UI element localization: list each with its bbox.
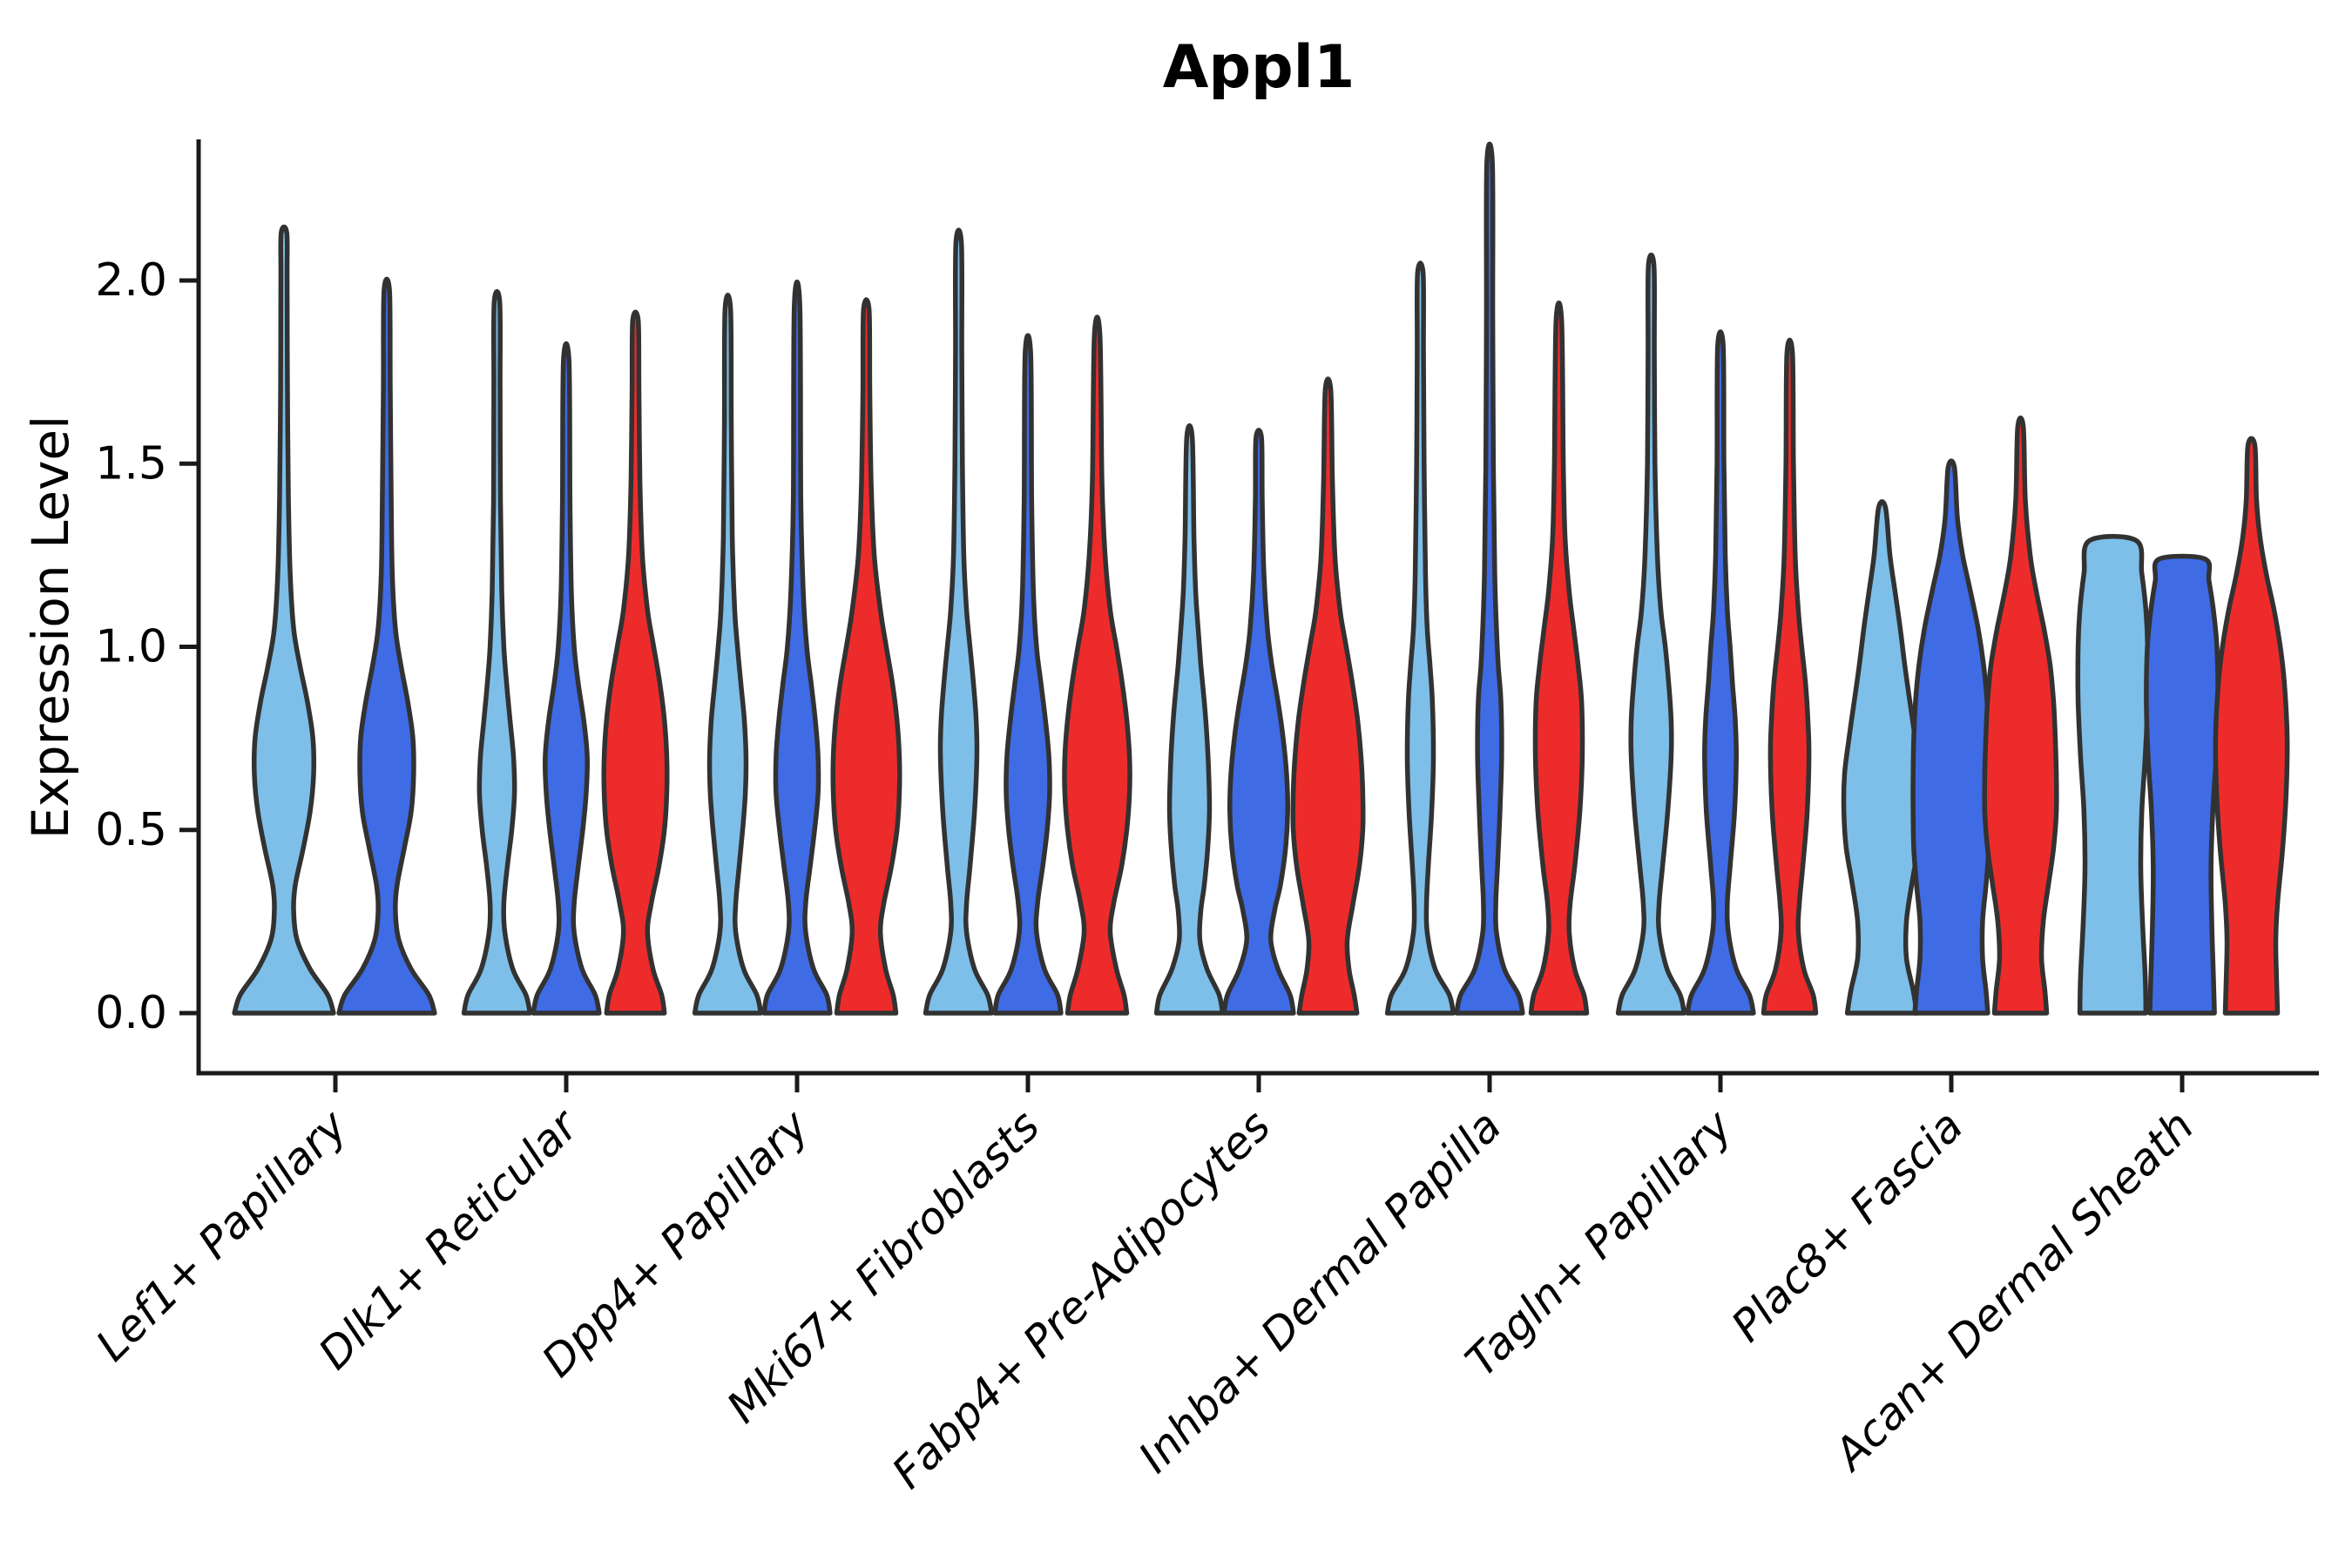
violin-tagln-papillary-red: [1761, 337, 1819, 1016]
y-tick-label: 0.0: [95, 987, 167, 1039]
violin-mki67-fibroblasts-red: [1062, 314, 1132, 1016]
violin-lef1-papillary-light_blue: [232, 224, 336, 1016]
violin-tagln-papillary-dark_blue: [1685, 329, 1756, 1016]
x-tick-label: Plac8+ Fascia: [1722, 1100, 1973, 1351]
y-axis-label: Expression Level: [21, 416, 80, 839]
violin-fabp4-pre-adipocytes-dark_blue: [1221, 428, 1296, 1016]
violin-inhba-dermal-papilla-dark_blue: [1454, 141, 1525, 1016]
violin-lef1-papillary-dark_blue: [336, 276, 437, 1016]
axes-layer: [179, 139, 2319, 1092]
violin-dpp4-papillary-red: [830, 297, 902, 1016]
violin-plac8-fascia-dark_blue: [1910, 458, 1992, 1016]
violin-mki67-fibroblasts-dark_blue: [992, 333, 1064, 1016]
violin-plac8-fascia-red: [1982, 415, 2059, 1016]
y-tick-label: 0.5: [95, 804, 167, 856]
violin-inhba-dermal-papilla-light_blue: [1384, 260, 1456, 1016]
y-tick-label: 1.0: [95, 621, 167, 673]
y-tick-label: 1.5: [95, 437, 167, 490]
violin-acan-dermal-sheath-dark_blue: [2144, 553, 2220, 1016]
violin-acan-dermal-sheath-red: [2213, 436, 2290, 1016]
y-tick-label: 2.0: [95, 254, 167, 307]
x-tick-label: Fabp4+ Pre-Adipocytes: [882, 1100, 1281, 1498]
violin-dlk1-reticular-dark_blue: [531, 341, 602, 1016]
x-tick-label: Lef1+ Papillary: [86, 1099, 357, 1370]
violin-dlk1-reticular-light_blue: [461, 288, 533, 1016]
violin-plac8-fascia-light_blue: [1841, 499, 1923, 1016]
violin-mki67-fibroblasts-light_blue: [923, 227, 995, 1016]
violin-acan-dermal-sheath-light_blue: [2075, 534, 2151, 1016]
violin-dpp4-papillary-dark_blue: [761, 280, 833, 1016]
violin-fabp4-pre-adipocytes-light_blue: [1153, 422, 1226, 1016]
violin-inhba-dermal-papilla-red: [1528, 301, 1590, 1016]
violin-tagln-papillary-light_blue: [1615, 252, 1687, 1016]
violins-layer: [232, 141, 2290, 1016]
violin-fabp4-pre-adipocytes-red: [1290, 376, 1366, 1016]
violin-dpp4-papillary-light_blue: [692, 293, 764, 1016]
violin-dlk1-reticular-red: [601, 309, 670, 1016]
chart-title: Appl1: [1163, 33, 1355, 102]
